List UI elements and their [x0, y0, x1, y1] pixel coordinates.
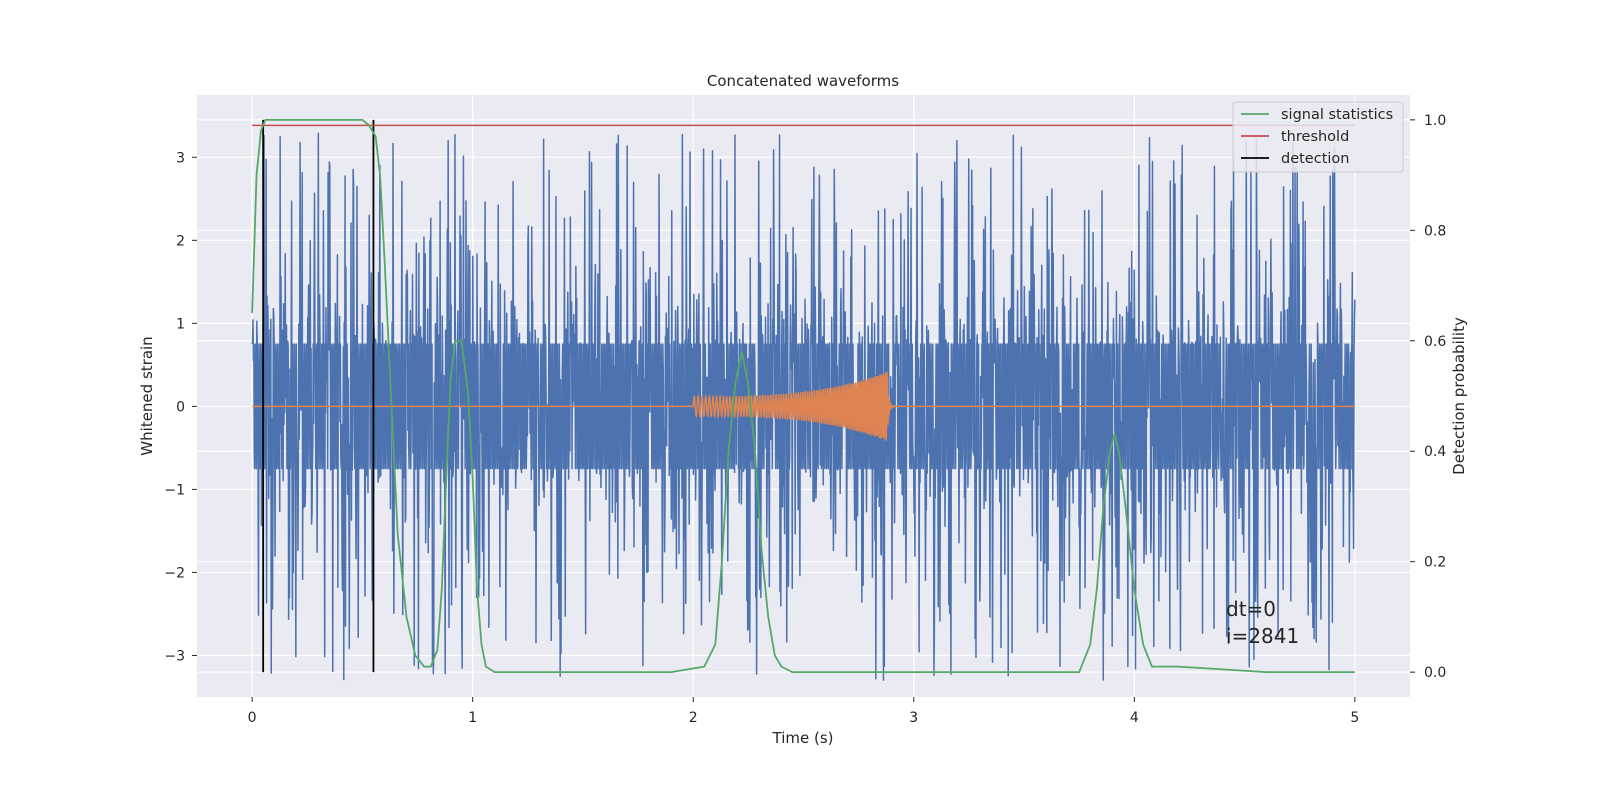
x-tick-label: 5	[1350, 710, 1359, 726]
annotation-index: i=2841	[1226, 624, 1299, 648]
y-tick-label: 0	[176, 399, 185, 415]
chart-title: Concatenated waveforms	[707, 72, 899, 90]
y-tick-label: 1	[176, 316, 185, 332]
y-tick-label: −3	[164, 648, 185, 664]
y2-axis-label: Detection probability	[1450, 317, 1468, 475]
legend-label-detection: detection	[1281, 151, 1349, 167]
x-tick-label: 1	[468, 710, 477, 726]
y2-tick-label: 0.8	[1424, 223, 1446, 239]
x-tick-label: 2	[689, 710, 698, 726]
annotation-dt: dt=0	[1226, 597, 1276, 621]
legend: signal statistics threshold detection	[1232, 101, 1404, 173]
x-axis-label: Time (s)	[772, 729, 834, 747]
x-tick-label: 4	[1130, 710, 1139, 726]
signal-statistics-line	[251, 118, 1355, 674]
y2-tick-label: 0.2	[1424, 555, 1446, 571]
injection-series-line	[252, 371, 1355, 441]
legend-label-signal-statistics: signal statistics	[1281, 107, 1393, 123]
y2-tick-label: 0.0	[1424, 665, 1446, 681]
y2-tick-label: 0.6	[1424, 334, 1446, 350]
legend-label-threshold: threshold	[1281, 129, 1349, 145]
y2-axis-ticks: 0.0 0.2 0.4 0.6 0.8 1.0	[1410, 113, 1446, 681]
y-tick-label: 3	[176, 150, 185, 166]
y-axis-ticks: −3 −2 −1 0 1 2 3	[164, 150, 197, 664]
legend-box	[1232, 101, 1404, 173]
detection-lines	[262, 119, 375, 673]
y2-tick-label: 0.4	[1424, 444, 1446, 460]
x-tick-label: 0	[248, 710, 257, 726]
y2-tick-label: 1.0	[1424, 113, 1446, 129]
x-axis-ticks: 0 1 2 3 4 5	[248, 697, 1359, 726]
x-tick-label: 3	[909, 710, 918, 726]
y-tick-label: 2	[176, 233, 185, 249]
y-tick-label: −1	[164, 482, 185, 498]
y-axis-label: Whitened strain	[138, 336, 156, 455]
y-tick-label: −2	[164, 565, 185, 581]
